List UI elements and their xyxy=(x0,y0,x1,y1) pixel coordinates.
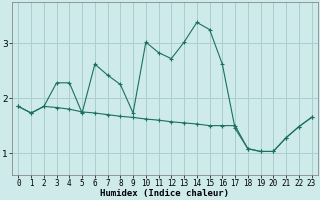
X-axis label: Humidex (Indice chaleur): Humidex (Indice chaleur) xyxy=(100,189,229,198)
